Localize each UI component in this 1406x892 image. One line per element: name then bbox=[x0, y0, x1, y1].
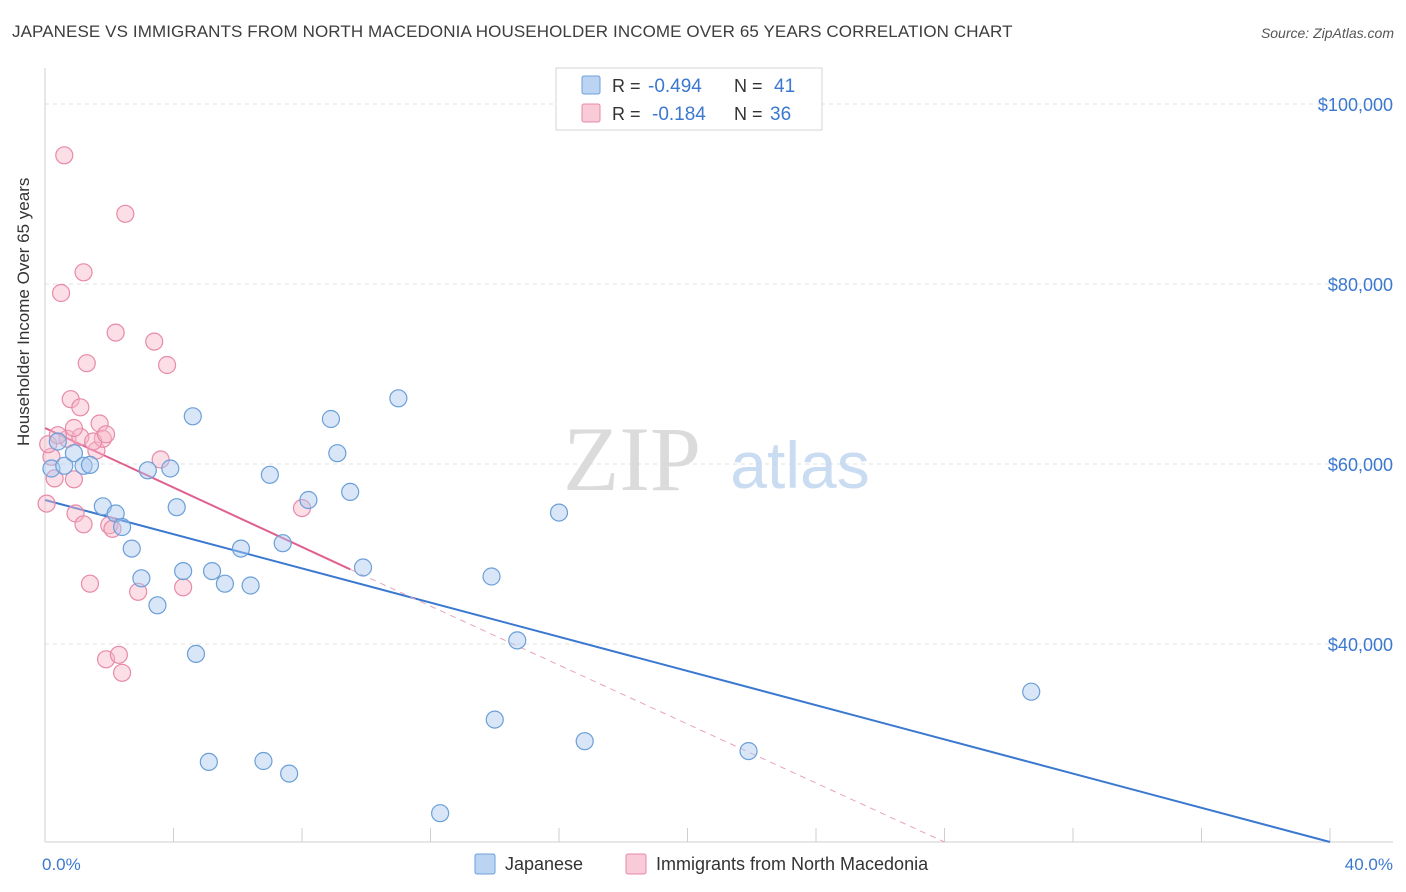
chart-title: JAPANESE VS IMMIGRANTS FROM NORTH MACEDO… bbox=[12, 22, 1013, 41]
watermark-atlas: atlas bbox=[730, 428, 869, 502]
bottom-legend-swatch-macedonia bbox=[625, 853, 647, 875]
y-tick-label-2: $60,000 bbox=[1328, 455, 1393, 475]
point-japanese bbox=[202, 561, 222, 581]
point-macedonia bbox=[48, 426, 67, 445]
legend-r-label: R = bbox=[612, 76, 641, 96]
point-macedonia bbox=[129, 582, 148, 601]
point-japanese bbox=[482, 567, 501, 586]
point-macedonia bbox=[109, 645, 128, 664]
point-macedonia bbox=[90, 414, 109, 433]
point-japanese bbox=[167, 498, 186, 517]
point-japanese bbox=[138, 461, 157, 480]
point-japanese bbox=[341, 482, 360, 501]
point-macedonia bbox=[64, 470, 84, 489]
legend-box: R = -0.494 N = 41 R = -0.184 N = 36 bbox=[555, 67, 823, 131]
bottom-legend-swatch-japanese bbox=[474, 853, 496, 875]
point-japanese bbox=[299, 490, 318, 510]
point-japanese bbox=[112, 517, 132, 537]
point-japanese bbox=[241, 576, 260, 595]
y-tick-label-0: $100,000 bbox=[1318, 95, 1393, 115]
point-macedonia bbox=[157, 355, 177, 375]
trend-lines bbox=[44, 427, 1331, 843]
point-macedonia bbox=[145, 332, 164, 351]
point-japanese bbox=[183, 407, 202, 426]
point-macedonia bbox=[116, 204, 135, 223]
point-macedonia bbox=[51, 283, 71, 303]
legend-n-label: N = bbox=[734, 76, 763, 96]
legend-r-value: -0.494 bbox=[648, 76, 702, 97]
bottom-legend: Japanese Immigrants from North Macedonia bbox=[474, 853, 929, 875]
point-japanese bbox=[174, 561, 193, 581]
point-japanese bbox=[508, 631, 527, 650]
axes bbox=[44, 68, 1393, 843]
point-japanese bbox=[55, 456, 74, 475]
point-macedonia bbox=[74, 263, 93, 282]
point-japanese bbox=[231, 539, 251, 558]
point-japanese bbox=[575, 732, 594, 751]
point-japanese bbox=[148, 596, 167, 615]
point-japanese bbox=[485, 710, 504, 729]
legend-r-value: -0.184 bbox=[652, 104, 706, 125]
point-macedonia bbox=[77, 354, 96, 373]
point-japanese bbox=[80, 455, 100, 474]
legend-r-label: R = bbox=[612, 104, 641, 124]
point-japanese bbox=[254, 751, 273, 771]
point-japanese bbox=[280, 764, 299, 783]
point-japanese bbox=[132, 569, 151, 588]
trend-line-japanese bbox=[44, 499, 1331, 843]
point-macedonia bbox=[80, 574, 100, 593]
point-japanese bbox=[739, 741, 758, 761]
point-japanese bbox=[1022, 682, 1041, 701]
point-macedonia bbox=[55, 146, 74, 165]
point-macedonia bbox=[45, 469, 64, 488]
legend-swatch-japanese bbox=[581, 75, 601, 95]
point-japanese bbox=[48, 432, 67, 451]
point-japanese bbox=[161, 459, 180, 478]
point-japanese bbox=[321, 409, 341, 429]
legend-n-value: 41 bbox=[774, 76, 795, 97]
gridlines bbox=[45, 103, 1393, 645]
point-japanese bbox=[260, 465, 279, 484]
point-macedonia bbox=[71, 398, 90, 417]
legend-n-label: N = bbox=[734, 104, 763, 124]
point-japanese bbox=[389, 389, 408, 408]
watermark-zip: ZIP bbox=[563, 408, 701, 510]
point-japanese bbox=[199, 752, 218, 772]
point-macedonia bbox=[112, 663, 132, 682]
point-macedonia bbox=[74, 515, 93, 534]
trend-line-macedonia-extension bbox=[349, 568, 945, 843]
point-japanese bbox=[74, 456, 93, 475]
point-japanese bbox=[186, 644, 206, 664]
y-tick-label-1: $80,000 bbox=[1328, 275, 1393, 295]
x-tick-right: 40.0% bbox=[1345, 855, 1393, 874]
legend-swatch-macedonia bbox=[581, 103, 601, 123]
x-tick-left: 0.0% bbox=[42, 855, 81, 874]
bottom-legend-label-macedonia: Immigrants from North Macedonia bbox=[656, 854, 929, 874]
y-tick-label-3: $40,000 bbox=[1328, 635, 1393, 655]
point-macedonia bbox=[174, 578, 193, 597]
point-macedonia bbox=[37, 494, 56, 513]
data-points bbox=[37, 146, 1041, 823]
point-japanese bbox=[549, 503, 569, 522]
point-macedonia bbox=[64, 418, 84, 438]
point-japanese bbox=[328, 444, 347, 463]
source-label: Source: ZipAtlas.com bbox=[1260, 25, 1394, 41]
bottom-legend-label-japanese: Japanese bbox=[505, 854, 583, 874]
point-japanese bbox=[273, 534, 292, 553]
point-japanese bbox=[215, 574, 234, 593]
y-tick-labels: $100,000 $80,000 $60,000 $40,000 bbox=[1318, 95, 1393, 655]
trend-line-macedonia bbox=[44, 427, 351, 571]
point-macedonia bbox=[96, 425, 116, 444]
point-japanese bbox=[353, 558, 373, 577]
point-japanese bbox=[431, 804, 450, 823]
point-macedonia bbox=[106, 323, 125, 342]
legend-n-value: 36 bbox=[770, 104, 791, 125]
point-japanese bbox=[122, 539, 141, 558]
point-japanese bbox=[64, 444, 84, 463]
